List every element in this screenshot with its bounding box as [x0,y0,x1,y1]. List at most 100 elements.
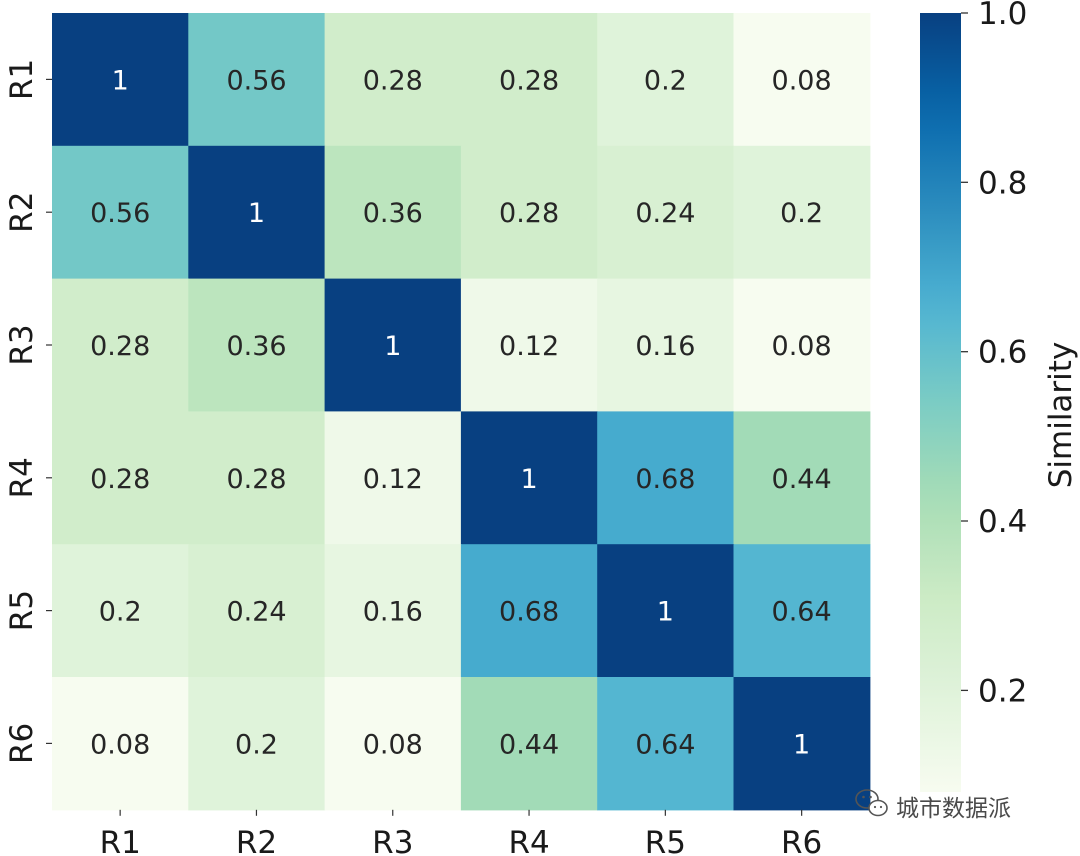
cell-value-label: 0.2 [235,729,278,760]
x-tick-label: R1 [100,825,141,856]
heatmap-cell-r1-r5 [597,13,735,147]
heatmap-cell-r2-r2 [188,145,326,280]
heatmap-cell-r4-r1 [52,411,189,545]
cell-value-label: 1 [657,597,674,628]
heatmap-cell-r6-r5 [597,677,735,811]
heatmap-cell-r1-r1 [52,13,189,147]
heatmap-grid [52,13,871,811]
colorbar-ticks: 0.2 0.4 0.6 0.8 1.0 [961,0,1027,709]
cell-value-label: 0.08 [90,729,150,760]
cell-value-label: 0.12 [499,331,559,362]
y-tick-label: R1 [4,59,40,100]
heatmap-cell-r6-r6 [733,677,871,811]
cell-value-label: 0.28 [90,464,150,495]
cell-value-label: 0.28 [363,65,423,96]
wechat-icon [855,789,888,817]
x-tick-label: R2 [236,825,277,856]
heatmap-cell-r3-r5 [597,278,735,412]
heatmap-cell-r4-r2 [188,411,326,545]
x-tick-label: R5 [645,825,686,856]
cell-value-label: 1 [521,464,538,495]
cell-value-label: 0.28 [499,65,559,96]
heatmap-cell-r1-r2 [188,13,326,147]
heatmap-cell-r1-r4 [460,13,598,147]
y-tick-label: R5 [4,590,40,631]
heatmap-cell-r3-r4 [460,278,598,412]
cell-value-label: 0.12 [363,464,423,495]
x-axis: R1 R2 R3 R4 R5 R6 [100,809,822,856]
colorbar-gradient [920,13,961,792]
colorbar-tick-label: 0.6 [978,335,1027,371]
x-tick-label: R4 [508,825,549,856]
colorbar-tick-label: 0.8 [978,165,1027,201]
heatmap-cell-r6-r1 [52,677,189,811]
cell-value-label: 0.68 [499,597,559,628]
heatmap-cell-r5-r3 [324,544,462,678]
heatmap-cell-r5-r2 [188,544,326,678]
cell-value-label: 0.16 [635,331,695,362]
cell-value-label: 0.2 [644,65,687,96]
heatmap-cell-r2-r6 [733,145,871,280]
cell-value-label: 0.44 [772,464,832,495]
colorbar-tick-label: 0.2 [978,673,1027,709]
heatmap-cell-r1-r3 [324,13,462,147]
cell-value-label: 0.56 [90,198,150,229]
heatmap-cell-r2-r3 [324,145,462,280]
colorbar-title: Similarity [1043,342,1079,489]
heatmap-cell-r6-r2 [188,677,326,811]
cell-value-label: 0.2 [99,597,142,628]
y-tick-label: R6 [4,723,40,764]
cell-value-label: 0.08 [772,65,832,96]
cell-value-label: 1 [248,198,265,229]
x-tick-label: R3 [372,825,413,856]
y-tick-label: R4 [4,457,40,498]
heatmap-cell-r3-r6 [733,278,871,412]
cell-value-label: 0.56 [226,65,286,96]
heatmap-cell-r3-r1 [52,278,189,412]
cell-value-label: 0.36 [226,331,286,362]
watermark-text: 城市数据派 [896,796,1011,822]
heatmap-cell-r6-r3 [324,677,462,811]
heatmap-cell-r3-r3 [324,278,462,412]
cell-value-label: 0.28 [90,331,150,362]
heatmap-cell-r2-r1 [52,145,189,280]
cell-value-label: 0.28 [226,464,286,495]
cell-value-label: 0.36 [363,198,423,229]
cell-value-label: 0.2 [780,198,823,229]
x-tick-label: R6 [781,825,822,856]
cell-value-label: 0.44 [499,729,559,760]
heatmap-cell-r6-r4 [460,677,598,811]
heatmap-cell-r2-r5 [597,145,735,280]
cell-value-label: 0.28 [499,198,559,229]
heatmap-cell-r4-r5 [597,411,735,545]
cell-value-label: 0.24 [226,597,286,628]
heatmap-cell-r5-r4 [460,544,598,678]
watermark: 城市数据派 [855,789,1011,822]
y-tick-label: R2 [4,192,40,233]
colorbar-tick-label: 0.4 [978,504,1027,540]
heatmap-cell-r4-r3 [324,411,462,545]
heatmap-cell-r3-r2 [188,278,326,412]
heatmap-cell-r5-r1 [52,544,189,678]
cell-value-label: 0.24 [635,198,695,229]
y-axis: R1 R2 R3 R4 R5 R6 [4,59,52,764]
colorbar: 0.2 0.4 0.6 0.8 1.0 Similarity [920,0,1079,792]
cell-value-label: 1 [793,729,810,760]
y-tick-label: R3 [4,324,40,365]
cell-value-label: 0.68 [635,464,695,495]
cell-value-label: 0.64 [635,729,695,760]
cell-value-label: 1 [384,331,401,362]
heatmap-cell-r4-r6 [733,411,871,545]
cell-value-label: 0.08 [772,331,832,362]
heatmap-cell-r4-r4 [460,411,598,545]
heatmap-cell-r1-r6 [733,13,871,147]
cell-value-label: 0.64 [772,597,832,628]
heatmap-cell-r5-r6 [733,544,871,678]
heatmap-cell-r2-r4 [460,145,598,280]
cell-value-label: 0.08 [363,729,423,760]
colorbar-tick-label: 1.0 [978,0,1027,32]
cell-value-label: 1 [112,65,129,96]
cell-value-label: 0.16 [363,597,423,628]
cell-value-labels: 1 0.56 0.28 0.28 0.2 0.08 0.56 1 0.36 0.28 0.24 0.2… [90,65,832,760]
